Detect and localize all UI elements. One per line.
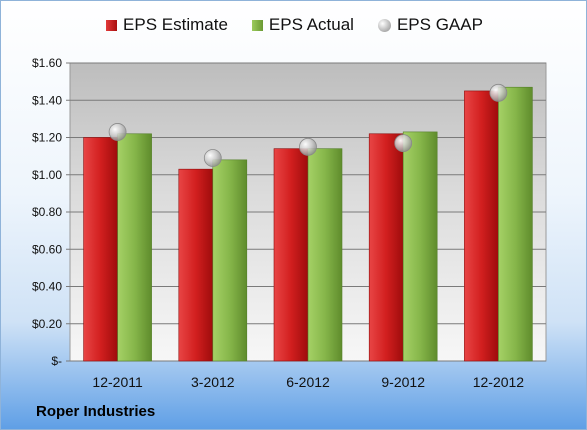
y-tick-label: $0.60	[32, 242, 62, 256]
y-tick-label: $0.40	[32, 280, 62, 294]
legend-label-eps-gaap: EPS GAAP	[396, 15, 483, 34]
y-tick-label: $1.40	[32, 93, 62, 107]
bar-eps-estimate	[178, 168, 214, 362]
x-category-label: 3-2012	[191, 374, 235, 390]
bar-eps-actual	[402, 131, 438, 362]
y-tick-label: $1.60	[32, 56, 62, 70]
bar-eps-estimate	[273, 148, 309, 362]
bar-eps-estimate	[83, 137, 118, 362]
legend-item-eps-actual: EPS Actual	[251, 15, 354, 35]
x-category-label: 12-2012	[473, 374, 525, 390]
bar-eps-actual	[307, 148, 343, 362]
bars	[83, 86, 533, 362]
x-category-label: 12-2011	[92, 374, 143, 390]
company-name: Roper Industries	[36, 403, 156, 420]
legend-label-eps-actual: EPS Actual	[268, 15, 354, 34]
y-tick-label: $0.80	[32, 205, 62, 219]
chart-legend: EPS Estimate EPS Actual EPS GAAP	[1, 15, 586, 35]
y-tick-label: $1.00	[32, 168, 62, 182]
marker-eps-gaap	[203, 149, 222, 167]
x-category-label: 9-2012	[381, 374, 425, 390]
bar-eps-actual	[212, 159, 248, 362]
legend-swatch-green-icon	[251, 19, 263, 31]
marker-eps-gaap	[108, 123, 127, 141]
legend-label-eps-estimate: EPS Estimate	[123, 15, 228, 34]
legend-item-eps-estimate: EPS Estimate	[106, 15, 228, 35]
marker-eps-gaap	[489, 83, 508, 102]
y-axis-ticks: $- $0.20 $0.40 $0.60 $0.80 $1.00 $1.20 $1.40 $1.…	[32, 56, 70, 368]
bar-eps-actual	[498, 86, 533, 362]
legend-item-eps-gaap: EPS GAAP	[377, 15, 483, 35]
legend-swatch-red-icon	[106, 19, 118, 31]
bar-eps-actual	[117, 133, 152, 362]
y-tick-label: $0.20	[32, 317, 62, 331]
marker-eps-gaap	[299, 137, 317, 156]
gaap-markers	[108, 83, 508, 167]
x-category-label: 6-2012	[286, 374, 330, 390]
bar-eps-estimate	[368, 133, 404, 362]
marker-eps-gaap	[394, 134, 413, 152]
y-tick-label: $-	[51, 354, 62, 368]
bar-eps-estimate	[464, 90, 499, 362]
legend-marker-circle-icon	[377, 18, 391, 32]
y-tick-label: $1.20	[32, 131, 62, 145]
x-axis-categories: 12-2011 3-2012 6-2012 9-2012 12-2012	[92, 374, 524, 390]
